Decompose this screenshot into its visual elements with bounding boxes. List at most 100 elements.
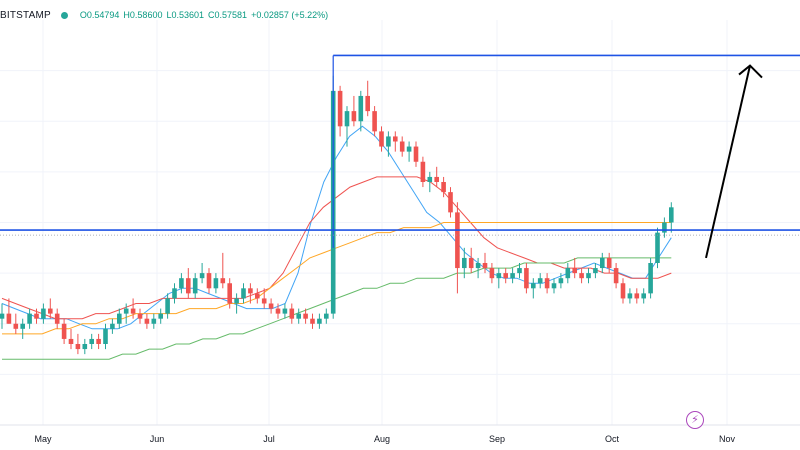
- candle-body: [482, 263, 488, 269]
- candle-body: [655, 232, 660, 263]
- candle-body: [0, 313, 5, 319]
- candle: [358, 90, 364, 132]
- candle: [496, 268, 502, 289]
- candle-body: [61, 323, 67, 339]
- candle: [337, 85, 343, 137]
- candle: [482, 252, 488, 274]
- candle-body: [365, 95, 370, 112]
- candle: [165, 293, 170, 319]
- candle: [448, 187, 453, 218]
- candle-body: [255, 293, 260, 299]
- candle: [468, 247, 474, 274]
- candle: [75, 333, 81, 355]
- candle-body: [289, 308, 295, 319]
- candle: [255, 288, 260, 304]
- candle: [61, 318, 67, 344]
- candle: [344, 106, 350, 147]
- candle: [213, 273, 219, 294]
- symbol-legend: BITSTAMP O0.54794 H0.58600 L0.53601 C0.5…: [0, 6, 328, 24]
- x-axis: May Jun Jul Aug Sep Oct Nov: [0, 424, 800, 444]
- candle: [96, 333, 101, 350]
- candle: [441, 176, 446, 198]
- candle-body: [669, 207, 674, 223]
- candle-body: [234, 298, 239, 304]
- candle-body: [296, 313, 301, 319]
- drawings[interactable]: [0, 54, 800, 259]
- x-tick-label: Aug: [374, 434, 390, 444]
- candle: [54, 308, 60, 329]
- candle: [282, 303, 288, 319]
- candle-body: [462, 257, 467, 269]
- candle: [503, 268, 508, 284]
- candle-body: [192, 278, 198, 294]
- candle: [0, 303, 5, 329]
- x-tick-label: Jul: [263, 434, 275, 444]
- candle: [606, 252, 612, 274]
- candle: [303, 308, 308, 324]
- candle: [524, 263, 529, 294]
- candle-body: [186, 278, 191, 294]
- candle-body: [268, 303, 274, 309]
- candle-body: [572, 268, 577, 274]
- candle: [641, 288, 646, 304]
- candle-body: [282, 308, 288, 314]
- candle: [268, 298, 274, 314]
- candle-body: [379, 131, 384, 147]
- lightning-icon[interactable]: ⚡: [686, 411, 704, 429]
- candle-body: [420, 161, 426, 182]
- candle: [89, 333, 94, 350]
- candle-body: [158, 313, 163, 319]
- candle-body: [406, 146, 412, 152]
- candle-body: [54, 313, 60, 324]
- candle-body: [551, 283, 557, 289]
- ohlc-values: O0.54794 H0.58600 L0.53601 C0.57581 +0.0…: [80, 10, 328, 20]
- market-status-dot: [60, 11, 68, 19]
- candle-body: [386, 136, 391, 147]
- candle-body: [68, 338, 74, 344]
- x-tick-label: Nov: [719, 434, 736, 444]
- candle: [379, 126, 384, 152]
- candle: [192, 273, 198, 299]
- sma-slow-a-line: [2, 222, 672, 335]
- candle: [662, 217, 667, 238]
- projection-arrow: [705, 65, 751, 259]
- candle: [317, 313, 322, 329]
- candle: [434, 166, 439, 188]
- candle-body: [606, 257, 612, 269]
- high-value: H0.58600: [123, 10, 163, 20]
- candle-body: [117, 313, 122, 324]
- candle-body: [475, 263, 481, 269]
- candle: [117, 308, 122, 329]
- candle-body: [399, 141, 405, 152]
- candle-body: [344, 111, 350, 127]
- candle: [510, 268, 515, 284]
- candle: [517, 263, 522, 279]
- candle: [406, 141, 412, 162]
- candle-body: [517, 268, 522, 274]
- candle: [137, 308, 143, 324]
- candle: [158, 308, 163, 324]
- candle: [248, 283, 253, 304]
- candle-body: [13, 323, 19, 329]
- sma-slow-b-line: [2, 257, 672, 360]
- candle: [234, 293, 239, 314]
- candle: [82, 338, 88, 355]
- candle: [427, 171, 433, 193]
- candle-body: [662, 222, 667, 233]
- candle-body: [427, 176, 433, 182]
- candle-body: [275, 308, 281, 314]
- x-tick-label: May: [34, 434, 52, 444]
- candle-body: [89, 338, 94, 344]
- sma-mid-line: [1, 176, 672, 320]
- candle-body: [179, 278, 184, 289]
- candle-body: [496, 273, 502, 279]
- candle-body: [613, 268, 619, 284]
- candle: [296, 308, 301, 324]
- candle-body: [524, 268, 529, 289]
- candle-body: [137, 313, 143, 319]
- candle: [27, 308, 32, 329]
- candle-body: [165, 298, 170, 314]
- candle-body: [503, 273, 508, 279]
